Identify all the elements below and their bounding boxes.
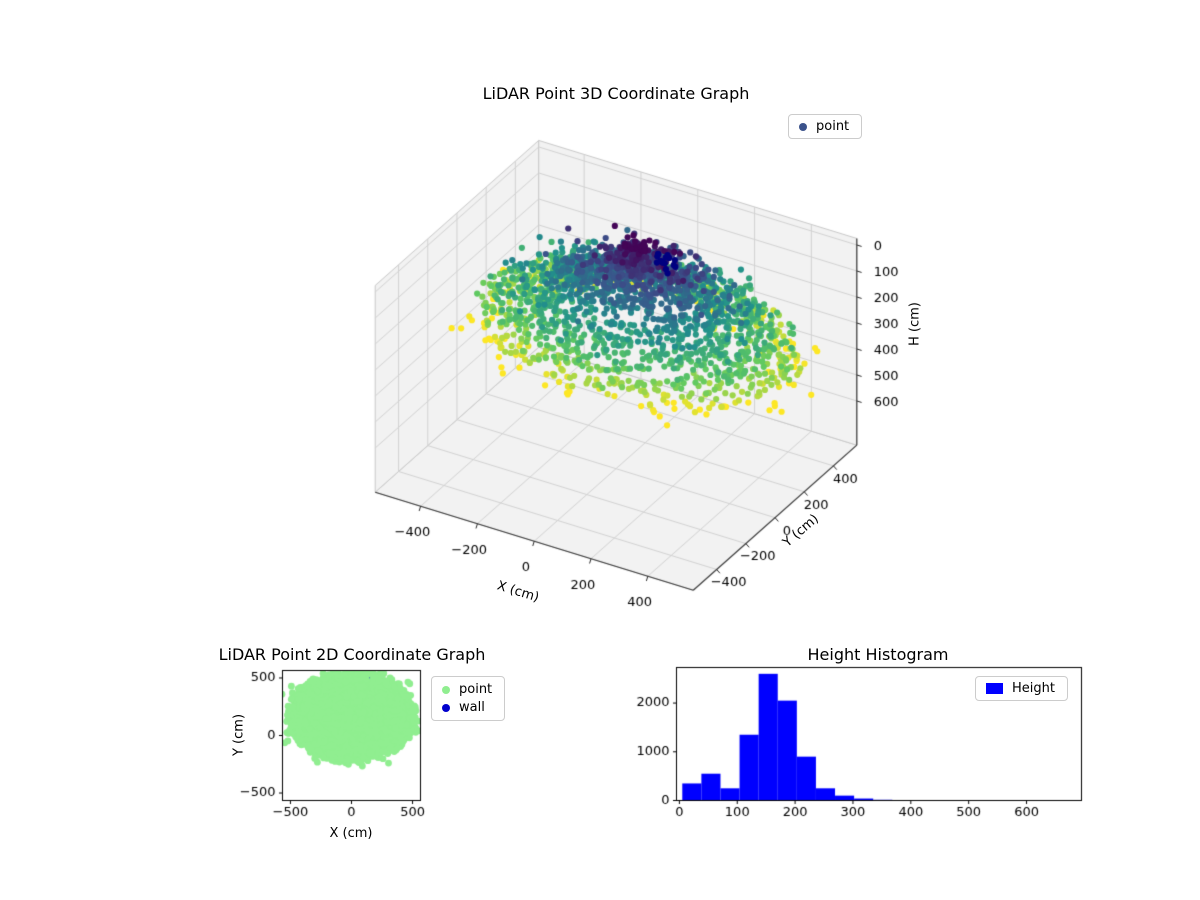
plot2d-legend-entry-wall: wall bbox=[442, 700, 485, 715]
point-marker-icon bbox=[799, 122, 807, 131]
plot2d-legend: point wall bbox=[431, 676, 506, 721]
histogram-legend: Height bbox=[975, 676, 1068, 701]
plot3d-legend: point bbox=[788, 114, 863, 139]
histogram-legend-label: Height bbox=[1012, 681, 1055, 696]
histogram-title: Height Histogram bbox=[807, 645, 949, 664]
plot3d-legend-label: point bbox=[816, 119, 850, 134]
plot2d-x-axis-label: X (cm) bbox=[329, 826, 373, 841]
plot3d-title: LiDAR Point 3D Coordinate Graph bbox=[482, 84, 750, 103]
plot2d-legend-entry-point: point bbox=[442, 682, 492, 697]
plot2d-legend-label-point: point bbox=[459, 682, 493, 697]
height-patch-icon bbox=[986, 683, 1003, 694]
plot2d-title: LiDAR Point 2D Coordinate Graph bbox=[218, 645, 486, 664]
plot2d-y-axis-label: Y (cm) bbox=[231, 713, 247, 757]
plot2d-legend-label-wall: wall bbox=[459, 700, 485, 715]
wall-marker-icon bbox=[442, 703, 450, 712]
plot3d-h-axis-label: H (cm) bbox=[907, 302, 923, 346]
point-marker-icon bbox=[442, 685, 450, 694]
